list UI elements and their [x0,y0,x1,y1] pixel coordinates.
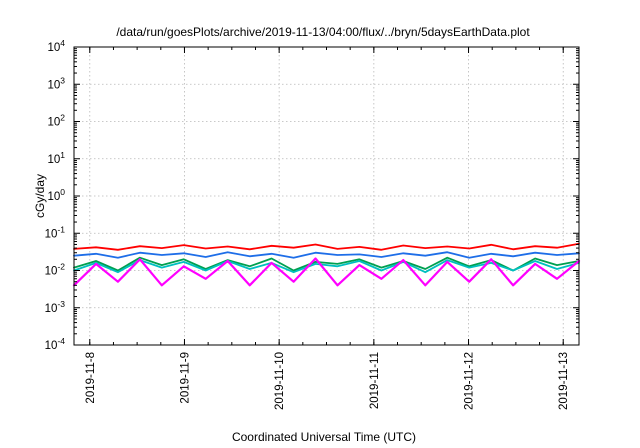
y-tick-label: 100 [47,187,65,203]
y-tick-label: 10-2 [45,262,66,278]
y-axis-ticks: 104 103 102 101 100 10-1 10-2 10-3 10-4 [45,38,579,352]
x-axis-label: Coordinated Universal Time (UTC) [232,430,416,444]
y-axis-label: cGy/day [33,174,47,218]
x-tick-label: 2019-11-11 [369,352,381,409]
x-tick-label: 2019-11-13 [558,352,570,410]
x-axis-ticks: 2019-11-8 2019-11-9 2019-11-10 2019-11-11 20… [85,47,570,410]
series-line-4 [73,251,580,259]
series-line-5 [72,257,581,287]
y-tick-label: 103 [47,75,65,91]
x-tick-label: 2019-11-8 [85,352,97,404]
y-tick-label: 102 [47,113,65,129]
series-line-1 [73,242,580,251]
y-tick-label: 10-3 [45,299,66,315]
series-line-2 [73,256,580,272]
data-series [72,242,581,287]
y-tick-label: 104 [47,38,65,54]
y-tick-label: 10-4 [45,336,66,352]
x-tick-label: 2019-11-9 [179,352,191,404]
x-tick-label: 2019-11-10 [274,352,286,410]
y-tick-label: 10-1 [45,224,66,240]
grid-lines [74,47,579,345]
chart-title: /data/run/goesPlots/archive/2019-11-13/0… [116,25,530,39]
y-tick-label: 101 [47,150,65,166]
x-tick-label: 2019-11-12 [464,352,476,410]
